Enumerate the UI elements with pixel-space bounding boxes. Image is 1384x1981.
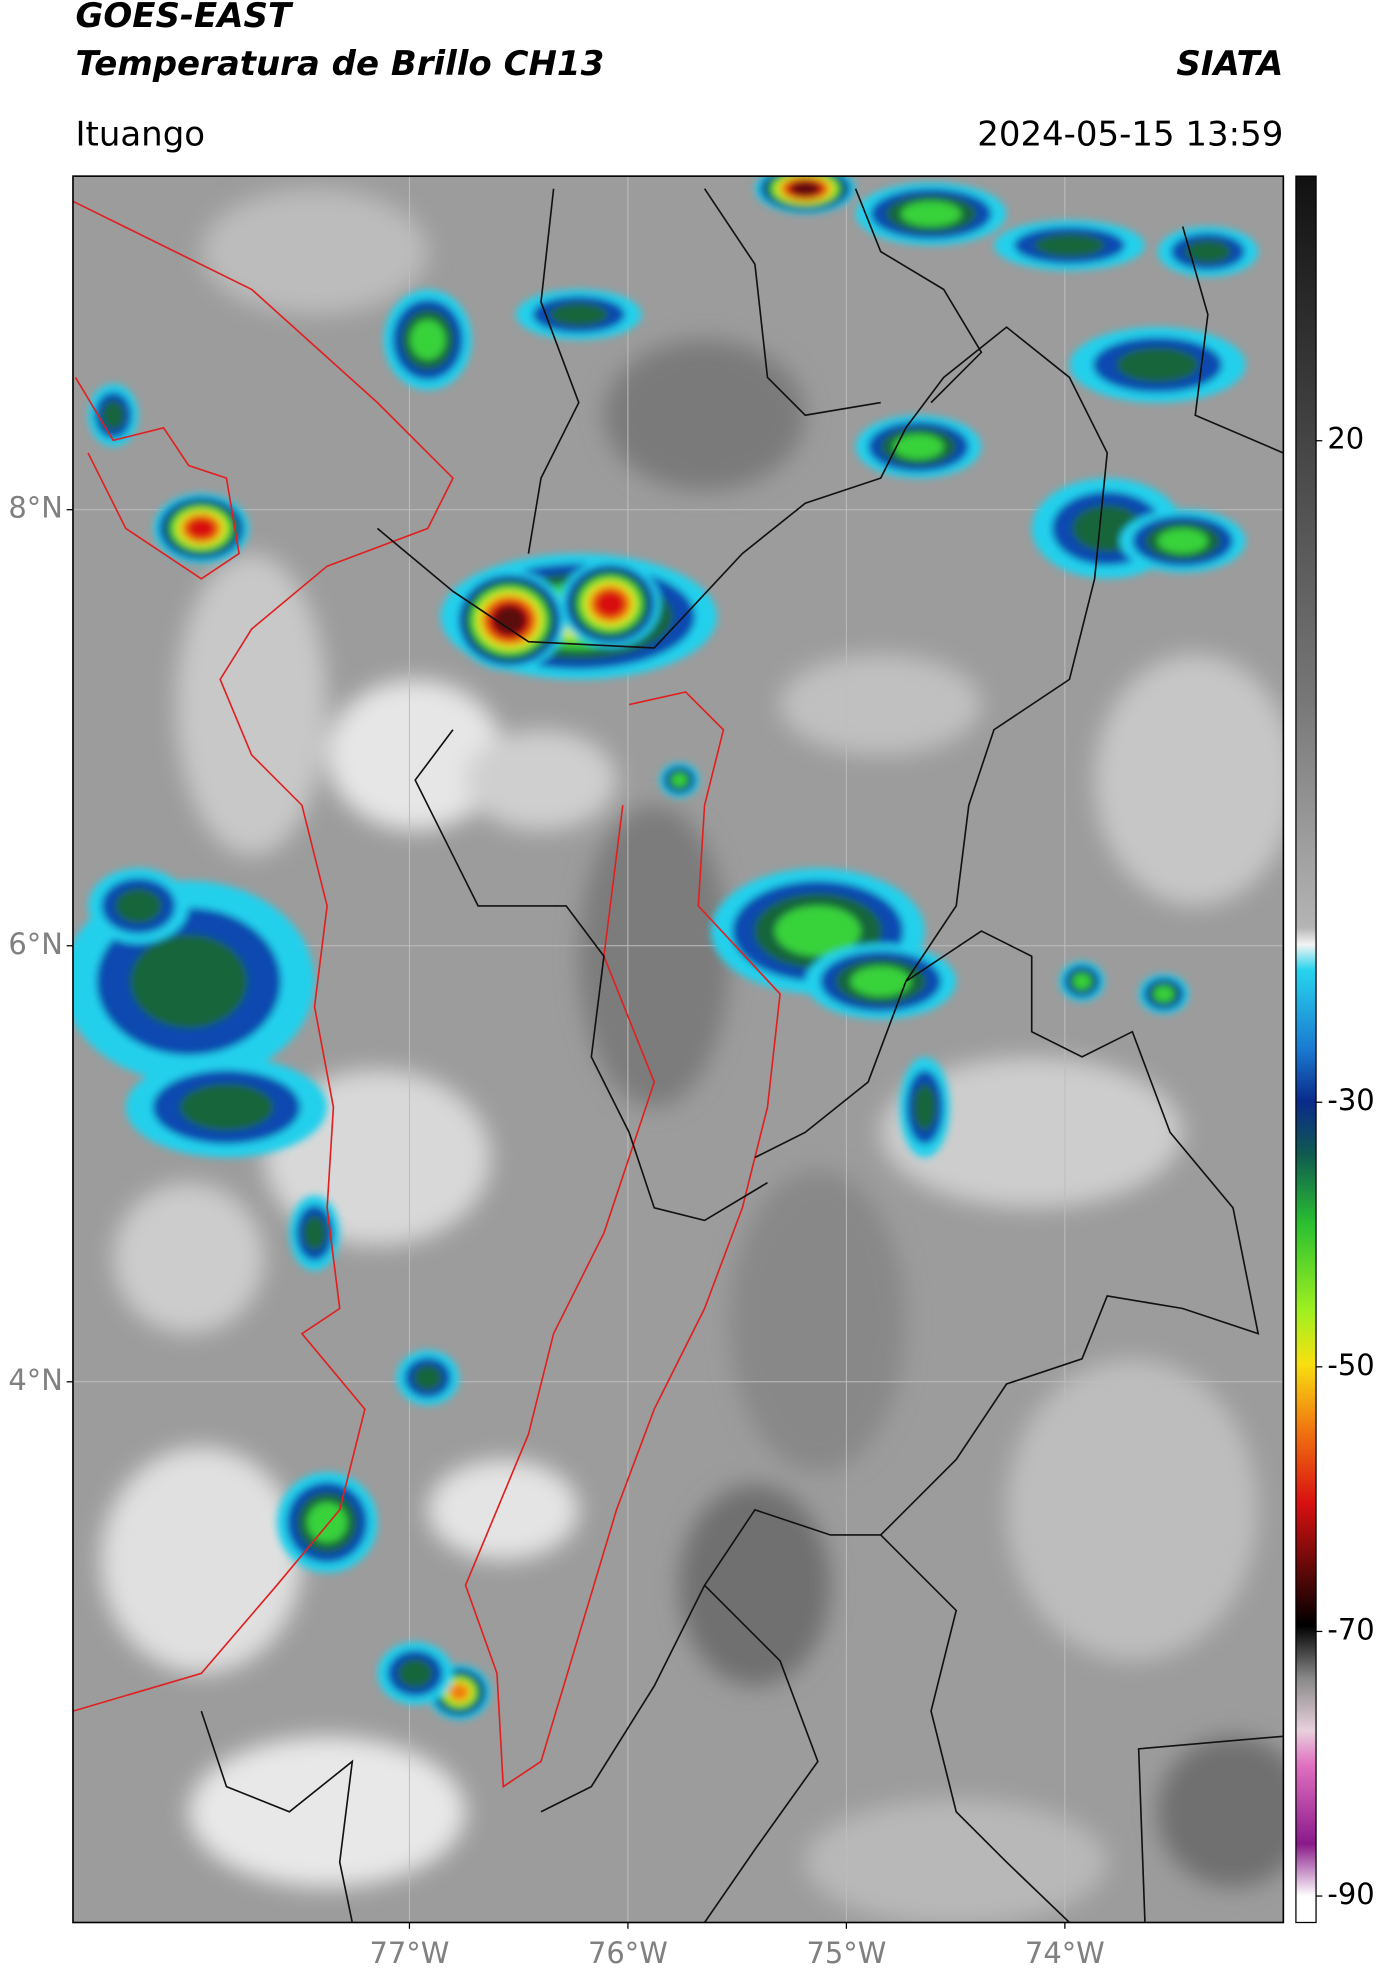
storm-level [1034,233,1105,258]
title: GOES-EAST [75,0,293,36]
cloud-texture [100,188,1284,1923]
storm-level [893,434,944,460]
storm-level [413,1364,443,1391]
cloud-patch [188,1736,466,1888]
storm-level [549,302,609,327]
cloud-patch [780,654,982,755]
storm-level [306,1502,348,1543]
colorbar-tick-label: -30 [1327,1083,1374,1117]
cloud-patch [603,339,806,491]
cloud-patch [880,1056,1183,1208]
storm-level [1153,985,1174,1003]
boundaries [72,188,1284,1923]
x-tick-label: 75°W [806,1936,886,1970]
cloud-patch [805,1799,1108,1923]
storm-level [850,966,911,997]
colorbar-tick-label: 20 [1327,422,1364,456]
colorbar [1295,175,1317,1924]
cloud-patch [465,729,617,831]
storm-level [114,888,162,924]
storm-level [1184,239,1232,264]
storm-level [130,934,248,1029]
timestamp: 2024-05-15 13:59 [977,114,1283,154]
cloud-patch [113,1182,265,1334]
cloud-patch [427,1459,579,1561]
storm-level [302,1215,327,1251]
y-tick-label: 6°N [8,927,63,961]
axes: 77°W 76°W 75°W 74°W 8°N 6°N 4°N [8,491,1104,1970]
cloud-patch [578,805,730,1108]
storm-level [1072,973,1092,990]
storm-level [594,590,627,618]
colorbar-ticks: 20 -30 -50 -70 -90 [1316,422,1375,1911]
storm-level [410,319,446,360]
cloud-patch [176,553,328,856]
cloud-patch [1157,1736,1284,1888]
map-frame [72,175,1285,1924]
subtitle: Temperatura de Brillo CH13 [75,44,604,84]
y-tick-label: 4°N [8,1363,63,1397]
storm-level [448,1683,470,1702]
storm-level [900,201,962,227]
storm-level [1116,347,1199,383]
x-tick-label: 76°W [588,1936,668,1970]
cloud-patch [1006,1358,1259,1661]
source: SIATA [1176,44,1283,84]
cloud-patch [729,1170,906,1473]
cloud-patch [100,1446,302,1674]
colorbar-tick-label: -90 [1327,1877,1374,1911]
storm-level [492,605,527,636]
storm-level [186,517,217,540]
cloud-patch [1094,654,1284,906]
storm-cells [72,176,1259,1720]
storm-level [1157,528,1208,554]
storm-level [671,773,688,788]
storm-level [790,181,821,197]
colorbar-tick-label: -50 [1327,1348,1374,1382]
y-tick-label: 8°N [8,491,63,525]
x-tick-label: 74°W [1025,1936,1105,1970]
cloud-patch [679,1484,831,1686]
cloud-patch [201,188,428,315]
cloud-patch [327,679,504,831]
map-area [72,176,1284,1923]
storm-level [775,905,861,957]
storm-level [913,1083,937,1131]
location: Ituango [75,114,205,154]
x-tick-label: 77°W [369,1936,449,1970]
storm-level [179,1083,274,1131]
colorbar-tick-label: -70 [1327,1612,1374,1646]
storm-level [101,400,125,430]
storm-level [397,1658,433,1689]
grid [72,176,1284,1923]
